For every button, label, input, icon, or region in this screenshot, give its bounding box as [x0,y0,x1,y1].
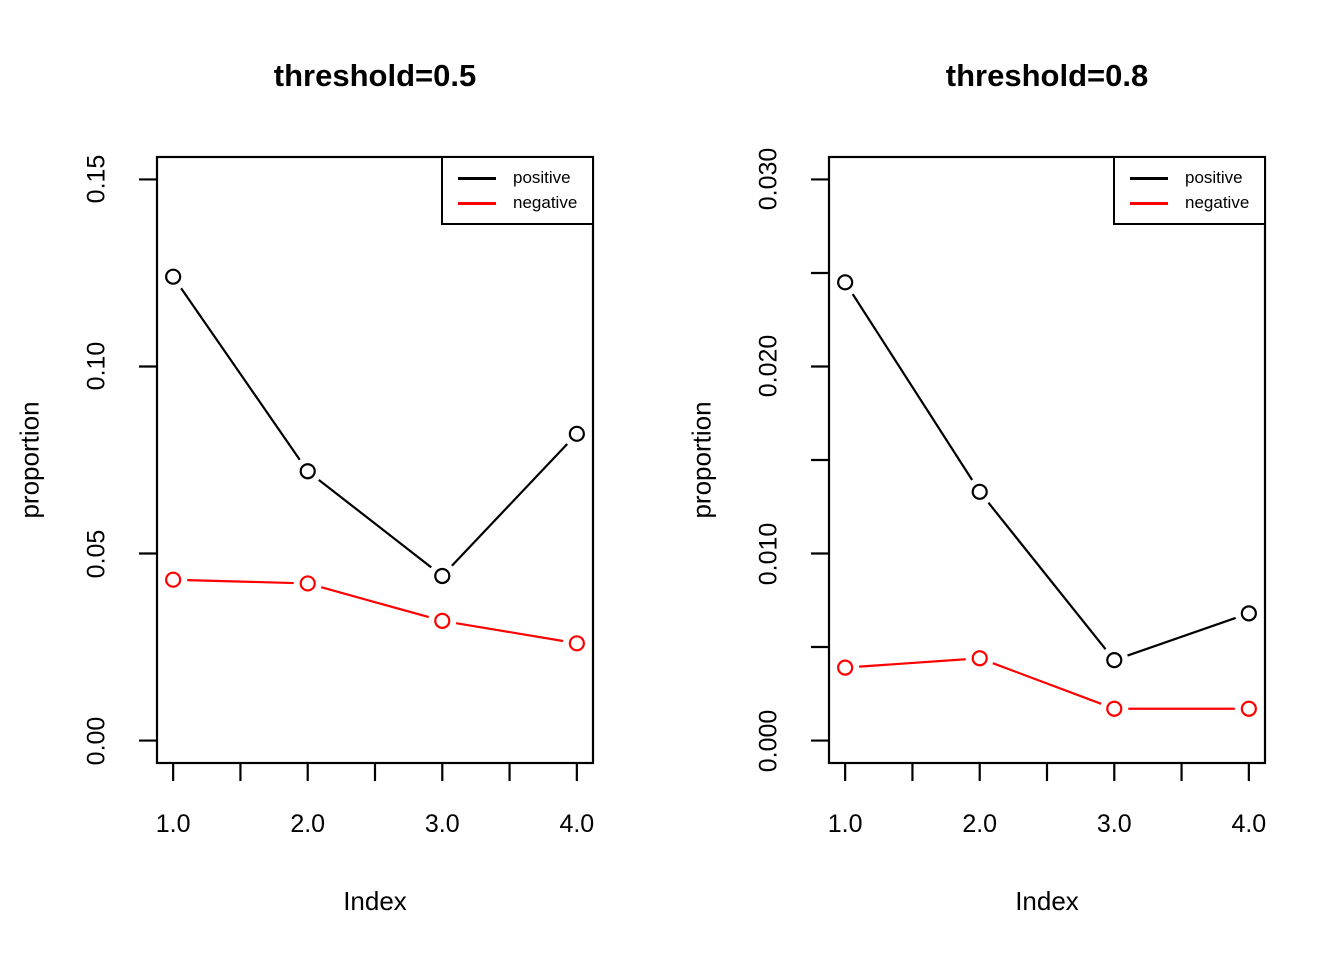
y-tick-label: 0.10 [82,342,111,391]
data-point [299,463,316,480]
data-point [299,575,316,592]
data-point [165,571,182,588]
panel-title: threshold=0.8 [945,58,1149,93]
x-axis-label: Index [1015,886,1079,916]
data-point [1106,700,1123,717]
data-point [434,567,451,585]
x-tick-label: 2.0 [962,810,998,838]
x-tick-label: 3.0 [1096,810,1132,838]
plot-area [139,155,595,781]
panel-title: threshold=0.5 [273,58,477,93]
y-tick-label: 0.000 [754,709,783,772]
y-tick-label: 0.030 [754,148,783,211]
series-segment [987,502,1107,650]
x-axis-label: Index [343,886,407,916]
legend: positive negative [1113,156,1266,225]
series-positive [837,274,1257,669]
series-segment [320,586,430,619]
series-segment [180,287,301,461]
data-point [1106,652,1123,669]
series-negative [165,571,585,652]
x-tick-label: 1.0 [827,810,863,838]
data-point [971,650,988,667]
plot-box [827,155,1267,765]
y-tick-label: 0.020 [754,335,783,398]
legend: positive negative [441,156,594,225]
data-point [971,483,988,500]
x-tick-label: 3.0 [424,810,460,838]
legend-label: negative [513,193,578,212]
data-point [568,635,585,652]
legend-entry-positive: positive [1115,168,1264,188]
legend-label: positive [1185,168,1243,187]
data-point [165,268,182,285]
data-point [434,612,451,629]
y-tick-label: 0.010 [754,522,783,585]
legend-entry-negative: negative [443,193,592,213]
x-tick-label: 4.0 [559,810,595,838]
panel-threshold-0-5: threshold=0.5 proportion Index positive … [14,58,595,916]
data-point [837,659,854,676]
y-tick-label: 0.05 [82,529,111,578]
series-positive [165,268,585,585]
legend-entry-negative: negative [1115,193,1264,213]
series-segment [859,658,966,668]
panel-threshold-0-8: threshold=0.8 proportion Index positive … [672,0,1344,960]
y-axis-label: proportion [14,401,45,519]
legend-line-sample-negative [1130,201,1168,205]
y-axis-label: proportion [686,401,717,519]
plot-area [811,155,1267,781]
legend-label: negative [1185,193,1250,212]
x-tick-label: 2.0 [290,810,326,838]
y-tick-label: 0.15 [82,155,111,204]
legend-entry-positive: positive [443,168,592,188]
data-point [1240,700,1257,717]
legend-line-sample-negative [458,201,496,205]
x-tick-label: 1.0 [155,810,191,838]
series-negative [837,650,1257,717]
data-point [837,274,854,291]
legend-line-sample-positive [1130,176,1168,180]
series-segment [318,478,432,569]
series-segment [992,662,1102,705]
series-segment [851,293,974,481]
data-point [568,425,585,442]
series-segment [455,622,564,643]
x-tick-label: 4.0 [1231,810,1267,838]
plot-box [155,155,595,765]
legend-line-sample-positive [458,176,496,180]
series-segment [187,578,294,585]
series-segment [1127,616,1236,657]
legend-label: positive [513,168,571,187]
series-segment [451,443,569,567]
data-point [1240,605,1257,622]
y-tick-label: 0.00 [82,716,111,765]
